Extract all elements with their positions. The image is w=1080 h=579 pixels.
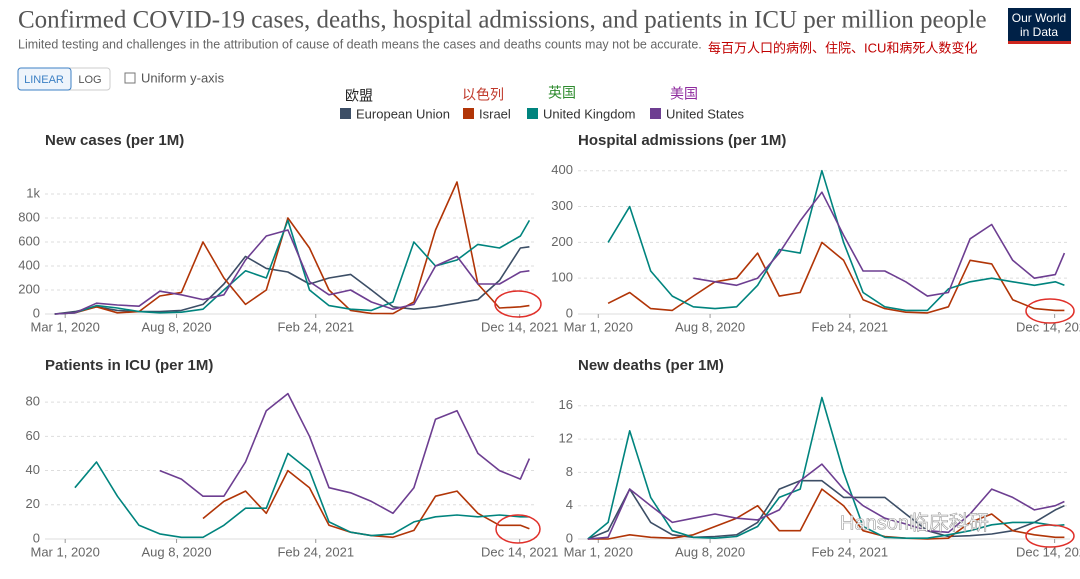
y-tick-label: 400 [551, 162, 573, 177]
series-line [587, 479, 1065, 540]
x-tick-label: Dec 14, 2021 [1016, 544, 1080, 559]
x-tick-label: Aug 8, 2020 [141, 319, 211, 334]
series-line [54, 229, 530, 315]
y-tick-label: 600 [18, 233, 40, 248]
x-tick-label: Mar 1, 2020 [30, 319, 99, 334]
y-tick-label: 0 [566, 530, 573, 545]
x-tick-label: Dec 14, 2021 [481, 544, 558, 559]
subtitle: Limited testing and challenges in the at… [18, 37, 702, 51]
x-tick-label: Feb 24, 2021 [277, 319, 354, 334]
series-line [693, 191, 1066, 297]
highlight-circle [495, 514, 541, 544]
x-tick-label: Aug 8, 2020 [141, 544, 211, 559]
series-line [74, 452, 530, 539]
series-line [607, 241, 1065, 314]
y-tick-label: 0 [566, 305, 573, 320]
y-tick-label: 200 [18, 281, 40, 296]
y-tick-label: 16 [559, 397, 573, 412]
y-tick-label: 4 [566, 497, 573, 512]
highlight-circle [494, 290, 542, 318]
x-tick-label: Feb 24, 2021 [812, 544, 889, 559]
y-tick-label: 100 [551, 270, 573, 285]
y-tick-label: 1k [26, 185, 40, 200]
series-line [202, 469, 530, 539]
legend-label: European Union [356, 106, 450, 121]
legend-label: United Kingdom [543, 106, 636, 121]
logo-text: Our World [1012, 11, 1066, 25]
series-line [54, 181, 530, 315]
y-tick-label: 0 [33, 530, 40, 545]
panel-title: New deaths (per 1M) [578, 357, 724, 374]
log-label[interactable]: LOG [78, 74, 101, 86]
series-line [607, 169, 1065, 312]
y-tick-label: 60 [26, 428, 40, 443]
series-line [54, 219, 531, 315]
y-tick-label: 0 [33, 305, 40, 320]
x-tick-label: Dec 14, 2021 [481, 319, 558, 334]
checkbox[interactable] [124, 72, 136, 84]
highlight-circle [1025, 298, 1075, 324]
legend-swatch [340, 108, 351, 119]
y-tick-label: 8 [566, 464, 573, 479]
legend-note: 英国 [548, 85, 576, 101]
y-tick-label: 20 [26, 496, 40, 511]
y-tick-label: 12 [559, 431, 573, 446]
highlight-circle [1025, 524, 1075, 548]
panel-title: Hospital admissions (per 1M) [578, 132, 786, 149]
series-line [587, 488, 1065, 540]
series-line [587, 463, 1065, 540]
x-tick-label: Mar 1, 2020 [564, 319, 633, 334]
x-tick-label: Mar 1, 2020 [30, 544, 99, 559]
x-tick-label: Aug 8, 2020 [675, 319, 745, 334]
x-tick-label: Mar 1, 2020 [564, 544, 633, 559]
x-tick-label: Feb 24, 2021 [812, 319, 889, 334]
y-tick-label: 40 [26, 462, 40, 477]
panel-title: New cases (per 1M) [45, 132, 184, 149]
series-line [587, 396, 1065, 540]
series-line [159, 392, 531, 515]
y-tick-label: 200 [551, 234, 573, 249]
legend-note: 美国 [670, 86, 698, 102]
annotation: 每百万人口的病例、住院、ICU和病死人数变化 [708, 40, 977, 55]
y-tick-label: 800 [18, 209, 40, 224]
x-tick-label: Aug 8, 2020 [675, 544, 745, 559]
legend-label: United States [666, 106, 745, 121]
logo-text: in Data [1020, 25, 1058, 39]
logo-box [1008, 8, 1071, 44]
panel-title: Patients in ICU (per 1M) [45, 357, 213, 374]
linear-label[interactable]: LINEAR [24, 74, 64, 86]
legend: European Union Israel United Kingdom United… [340, 106, 745, 121]
legend-swatch [650, 108, 661, 119]
logo-bar [1008, 41, 1071, 44]
linear-button[interactable] [17, 67, 72, 91]
y-tick-label: 80 [26, 394, 40, 409]
x-tick-label: Dec 14, 2021 [1016, 319, 1080, 334]
legend-swatch [527, 108, 538, 119]
y-tick-label: 400 [18, 257, 40, 272]
watermark: Hanson临床科研 [840, 511, 989, 534]
legend-note: 以色列 [462, 87, 504, 103]
legend-label: Israel [479, 106, 511, 121]
legend-swatch [463, 108, 474, 119]
x-tick-label: Feb 24, 2021 [277, 544, 354, 559]
title: Confirmed COVID-19 cases, deaths, hospit… [18, 7, 987, 34]
checkbox-label[interactable]: Uniform y-axis [141, 70, 225, 85]
legend-note: 欧盟 [345, 88, 373, 104]
y-tick-label: 300 [551, 198, 573, 213]
